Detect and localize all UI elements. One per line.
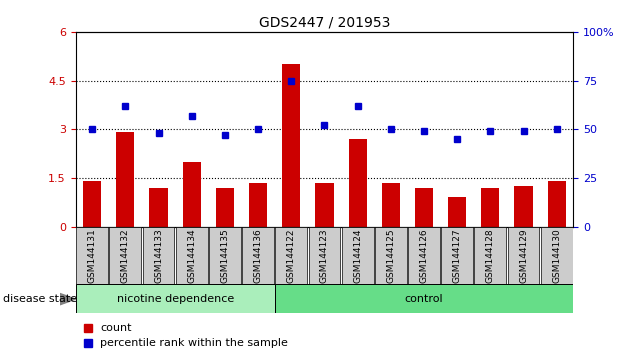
- Bar: [242, 227, 274, 284]
- Bar: [309, 227, 340, 284]
- Bar: [375, 227, 407, 284]
- Bar: [110, 227, 141, 284]
- Text: GSM144123: GSM144123: [320, 228, 329, 283]
- Bar: [316, 183, 333, 227]
- Text: GSM144127: GSM144127: [453, 228, 462, 283]
- Bar: [183, 162, 201, 227]
- Bar: [76, 284, 275, 313]
- Bar: [275, 227, 307, 284]
- Text: GSM144130: GSM144130: [553, 228, 561, 283]
- Bar: [341, 227, 374, 284]
- Bar: [448, 198, 466, 227]
- Bar: [408, 227, 440, 284]
- Bar: [275, 284, 573, 313]
- Bar: [474, 227, 507, 284]
- Bar: [149, 188, 168, 227]
- Text: GSM144131: GSM144131: [88, 228, 96, 283]
- Text: GSM144129: GSM144129: [519, 228, 528, 283]
- Text: GSM144126: GSM144126: [420, 228, 428, 283]
- Text: GSM144124: GSM144124: [353, 228, 362, 283]
- Bar: [382, 183, 400, 227]
- Bar: [481, 188, 500, 227]
- Text: GSM144128: GSM144128: [486, 228, 495, 283]
- Text: GDS2447 / 201953: GDS2447 / 201953: [259, 16, 390, 30]
- Bar: [441, 227, 473, 284]
- Text: nicotine dependence: nicotine dependence: [117, 294, 234, 304]
- Bar: [216, 188, 234, 227]
- Bar: [117, 132, 134, 227]
- Bar: [282, 64, 301, 227]
- Text: GSM144136: GSM144136: [254, 228, 263, 283]
- Bar: [348, 139, 367, 227]
- Bar: [176, 227, 208, 284]
- Text: GSM144132: GSM144132: [121, 228, 130, 283]
- Bar: [515, 186, 532, 227]
- Text: GSM144133: GSM144133: [154, 228, 163, 283]
- Bar: [83, 181, 101, 227]
- Bar: [547, 181, 566, 227]
- Polygon shape: [60, 293, 76, 305]
- Bar: [142, 227, 175, 284]
- Text: control: control: [404, 294, 444, 304]
- Text: disease state: disease state: [3, 294, 77, 304]
- Text: GSM144125: GSM144125: [386, 228, 395, 283]
- Text: GSM144135: GSM144135: [220, 228, 229, 283]
- Bar: [209, 227, 241, 284]
- Text: count: count: [101, 322, 132, 332]
- Text: GSM144122: GSM144122: [287, 228, 295, 283]
- Bar: [508, 227, 539, 284]
- Text: percentile rank within the sample: percentile rank within the sample: [101, 338, 289, 348]
- Text: GSM144134: GSM144134: [187, 228, 196, 283]
- Bar: [76, 227, 108, 284]
- Bar: [541, 227, 573, 284]
- Bar: [415, 188, 433, 227]
- Bar: [249, 183, 267, 227]
